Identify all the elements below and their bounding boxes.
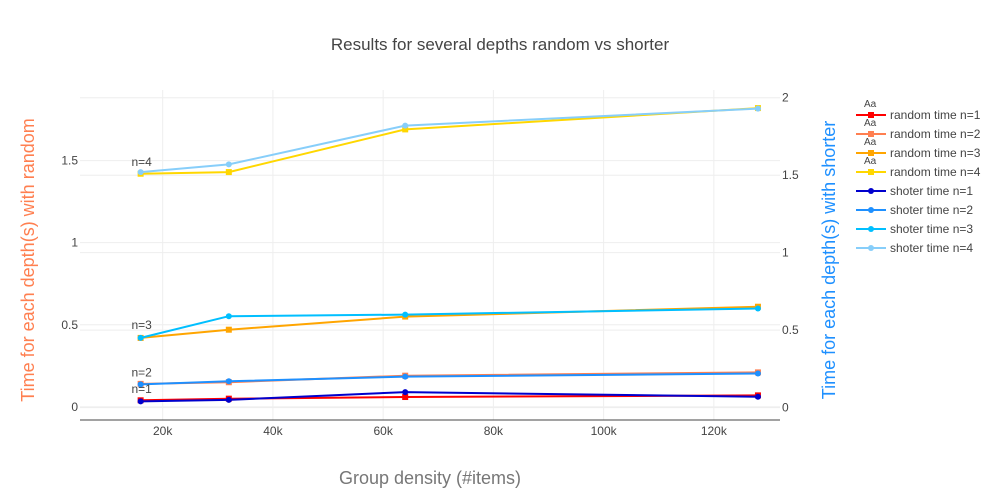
x-tick-label: 40k xyxy=(263,424,283,438)
series-shoter-time-n-4 xyxy=(137,105,761,176)
x-tick-label: 100k xyxy=(591,424,618,438)
data-point xyxy=(225,378,232,385)
data-point xyxy=(402,126,409,133)
y2-tick-label: 0 xyxy=(782,401,789,415)
data-point xyxy=(137,334,144,341)
y-tick-label: 1.5 xyxy=(61,154,78,168)
series-random-time-n-2 xyxy=(137,369,761,387)
legend-swatch-marker xyxy=(868,112,874,118)
legend-item-shoter-time-n-1[interactable]: shoter time n=1 xyxy=(856,184,973,198)
legend-label: random time n=4 xyxy=(890,165,981,179)
y2-tick-label: 1 xyxy=(782,246,789,260)
data-point xyxy=(137,381,144,388)
series-line xyxy=(140,307,759,339)
data-point xyxy=(402,394,409,401)
series-line xyxy=(140,372,759,386)
legend-label: shoter time n=3 xyxy=(890,222,973,236)
grid xyxy=(80,90,780,420)
legend-swatch-marker xyxy=(868,207,874,213)
legend: Aa random time n=1 Aa random time n=2 Aa rand… xyxy=(856,99,981,255)
y2-tick-label: 0.5 xyxy=(782,323,799,337)
data-point xyxy=(402,311,409,318)
legend-item-random-time-n-3[interactable]: Aa random time n=3 xyxy=(856,137,981,160)
y2-tick-label: 1.5 xyxy=(782,168,799,182)
y2-axis-title: Time for each depth(s) with shorter xyxy=(819,121,839,399)
legend-marker-label: Aa xyxy=(864,118,877,129)
data-point xyxy=(402,389,409,396)
series-line xyxy=(140,391,759,403)
x-tick-label: 20k xyxy=(153,424,173,438)
data-point xyxy=(137,169,144,176)
legend-label: random time n=3 xyxy=(890,146,981,160)
data-point xyxy=(754,105,761,112)
legend-marker-label: Aa xyxy=(864,137,877,148)
legend-swatch-marker xyxy=(868,188,874,194)
y2-axis: 0 0.5 1 1.5 2 xyxy=(782,91,799,415)
data-point xyxy=(402,373,409,380)
series-shoter-time-n-1 xyxy=(137,389,761,405)
data-point xyxy=(225,313,232,320)
x-tick-label: 80k xyxy=(484,424,504,438)
x-tick-label: 120k xyxy=(701,424,728,438)
legend-swatch-marker xyxy=(868,226,874,232)
legend-item-shoter-time-n-2[interactable]: shoter time n=2 xyxy=(856,203,973,217)
data-point xyxy=(754,370,761,377)
legend-swatch-marker xyxy=(868,245,874,251)
legend-label: shoter time n=1 xyxy=(890,184,973,198)
annotations: n=4 n=3 n=2 n=1 xyxy=(131,155,152,396)
legend-item-random-time-n-1[interactable]: Aa random time n=1 xyxy=(856,99,981,122)
series-line xyxy=(140,394,759,402)
legend-label: shoter time n=2 xyxy=(890,203,973,217)
y-tick-label: 0 xyxy=(71,400,78,414)
data-point xyxy=(137,398,144,405)
legend-label: shoter time n=4 xyxy=(890,241,973,255)
y2-tick-label: 2 xyxy=(782,91,789,105)
data-point xyxy=(225,396,232,403)
y-axis-title: Time for each depth(s) with random xyxy=(18,118,38,401)
annotation-label: n=2 xyxy=(131,365,152,379)
series-shoter-time-n-2 xyxy=(137,370,761,388)
data-point xyxy=(402,122,409,129)
legend-swatch-marker xyxy=(868,131,874,137)
legend-marker-label: Aa xyxy=(864,99,877,110)
annotation-label: n=1 xyxy=(131,382,152,396)
legend-swatch-marker xyxy=(868,150,874,156)
legend-label: random time n=2 xyxy=(890,127,981,141)
legend-item-random-time-n-2[interactable]: Aa random time n=2 xyxy=(856,118,981,141)
annotation-label: n=3 xyxy=(131,318,152,332)
series-line xyxy=(140,107,759,174)
legend-item-shoter-time-n-3[interactable]: shoter time n=3 xyxy=(856,222,973,236)
x-axis: 20k 40k 60k 80k 100k 120k xyxy=(80,419,780,438)
series-line xyxy=(140,107,759,175)
data-point xyxy=(225,169,232,176)
data-point xyxy=(225,161,232,168)
legend-item-random-time-n-4[interactable]: Aa random time n=4 xyxy=(856,156,981,179)
data-point xyxy=(754,305,761,312)
legend-swatch-marker xyxy=(868,169,874,175)
y-tick-label: 0.5 xyxy=(61,318,78,332)
x-tick-label: 60k xyxy=(373,424,393,438)
y-axis: 0 0.5 1 1.5 xyxy=(61,154,78,414)
data-point xyxy=(754,393,761,400)
legend-item-shoter-time-n-4[interactable]: shoter time n=4 xyxy=(856,241,973,255)
y-tick-label: 1 xyxy=(71,236,78,250)
series-layer xyxy=(137,105,761,405)
legend-label: random time n=1 xyxy=(890,108,981,122)
x-axis-title: Group density (#items) xyxy=(339,468,521,488)
legend-marker-label: Aa xyxy=(864,156,877,167)
series-line xyxy=(140,305,759,339)
data-point xyxy=(225,326,232,333)
series-shoter-time-n-3 xyxy=(137,305,761,341)
annotation-label: n=4 xyxy=(131,155,152,169)
chart-title: Results for several depths random vs sho… xyxy=(331,35,670,54)
